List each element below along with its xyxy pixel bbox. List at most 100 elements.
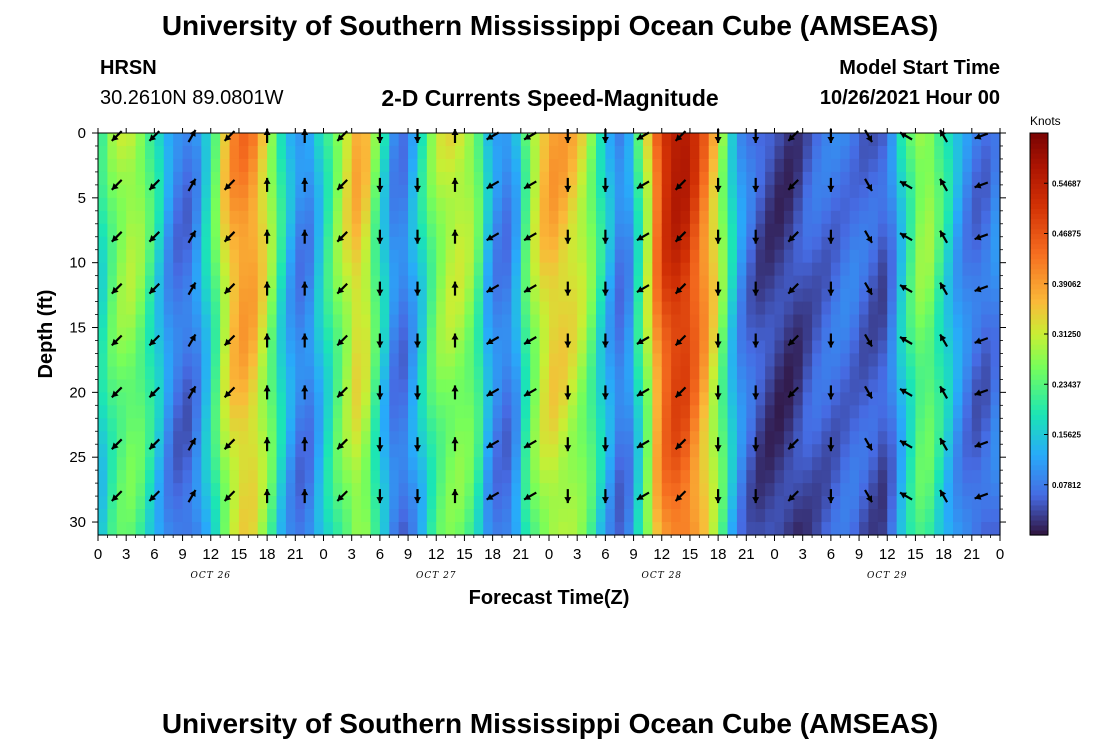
- heatmap-cell: [661, 483, 672, 497]
- heatmap-cell: [830, 184, 841, 199]
- heatmap-cell: [126, 457, 137, 471]
- heatmap-cell: [201, 210, 212, 225]
- heatmap-cell: [144, 457, 155, 471]
- heatmap-cell: [924, 457, 935, 471]
- heatmap-cell: [802, 223, 813, 238]
- heatmap-cell: [783, 275, 794, 290]
- heatmap-cell: [689, 301, 700, 316]
- heatmap-cell: [201, 431, 212, 445]
- heatmap-cell: [220, 418, 231, 432]
- heatmap-cell: [877, 405, 888, 419]
- heatmap-cell: [285, 483, 296, 497]
- heatmap-cell: [417, 171, 428, 186]
- heatmap-cell: [511, 145, 522, 160]
- current-vector-head: [636, 182, 644, 189]
- heatmap-cell: [154, 457, 165, 471]
- heatmap-cell: [436, 418, 447, 432]
- heatmap-cell: [107, 366, 118, 380]
- heatmap-cell: [906, 262, 917, 277]
- heatmap-cell: [332, 301, 343, 316]
- heatmap-cell: [154, 158, 165, 173]
- heatmap-cell: [426, 262, 437, 277]
- heatmap-cell: [755, 522, 766, 536]
- heatmap-cell: [257, 457, 268, 471]
- heatmap-cell: [906, 184, 917, 199]
- heatmap-cell: [567, 353, 578, 368]
- current-vector-head: [788, 390, 796, 398]
- heatmap-cell: [276, 249, 287, 264]
- heatmap-cell: [154, 184, 165, 199]
- heatmap-cell: [191, 249, 202, 264]
- heatmap-cell: [812, 405, 823, 419]
- heatmap-cell: [633, 509, 644, 523]
- heatmap-cell: [915, 275, 926, 290]
- heatmap-cell: [379, 379, 390, 393]
- heatmap-cell: [191, 457, 202, 471]
- heatmap-cell: [342, 509, 353, 523]
- heatmap-cell: [502, 379, 513, 393]
- heatmap-cell: [304, 133, 315, 147]
- heatmap-cell: [774, 444, 785, 458]
- heatmap-cell: [765, 444, 776, 458]
- heatmap-cell: [220, 431, 231, 445]
- heatmap-cell: [267, 327, 278, 342]
- heatmap-cell: [173, 470, 184, 484]
- heatmap-cell: [840, 379, 851, 393]
- heatmap-cell: [417, 470, 428, 484]
- heatmap-cell: [868, 457, 879, 471]
- heatmap-cell: [595, 314, 606, 329]
- heatmap-cell: [765, 223, 776, 238]
- heatmap-cell: [718, 158, 729, 173]
- heatmap-cell: [755, 314, 766, 329]
- heatmap-cell: [934, 158, 945, 173]
- heatmap-cell: [840, 366, 851, 380]
- heatmap-cell: [812, 483, 823, 497]
- heatmap-cell: [577, 496, 588, 510]
- heatmap-cell: [248, 184, 259, 199]
- heatmap-cell: [473, 158, 484, 173]
- heatmap-cell: [821, 301, 832, 316]
- heatmap-cell: [802, 405, 813, 419]
- heatmap-cell: [182, 444, 193, 458]
- heatmap-cell: [718, 431, 729, 445]
- heatmap-cell: [793, 470, 804, 484]
- heatmap-cell: [708, 314, 719, 329]
- heatmap-cell: [558, 171, 569, 186]
- heatmap-cell: [652, 496, 663, 510]
- heatmap-cell: [802, 301, 813, 316]
- heatmap-cell: [708, 431, 719, 445]
- heatmap-cell: [736, 418, 747, 432]
- heatmap-cell: [830, 288, 841, 303]
- heatmap-cell: [595, 353, 606, 368]
- colorbar-segment: [1030, 519, 1048, 526]
- current-vector-head: [865, 443, 872, 451]
- heatmap-cell: [398, 444, 409, 458]
- heatmap-cell: [821, 522, 832, 536]
- heatmap-cell: [896, 236, 907, 251]
- heatmap-cell: [981, 133, 992, 147]
- heatmap-cell: [802, 392, 813, 406]
- heatmap-cell: [295, 223, 306, 238]
- heatmap-cell: [953, 522, 964, 536]
- current-vector-head: [940, 490, 947, 497]
- heatmap-cell: [849, 210, 860, 225]
- heatmap-cell: [793, 444, 804, 458]
- heatmap-cell: [605, 470, 616, 484]
- heatmap-cell: [567, 457, 578, 471]
- heatmap-cell: [943, 418, 954, 432]
- current-vector-head: [263, 489, 271, 496]
- heatmap-cell: [661, 288, 672, 303]
- colorbar-segment: [1030, 318, 1048, 325]
- heatmap-cell: [455, 522, 466, 536]
- current-vector-head: [337, 235, 345, 242]
- current-vector-head: [301, 489, 309, 496]
- heatmap-cell: [295, 366, 306, 380]
- heatmap-cell: [126, 301, 137, 316]
- heatmap-cell: [210, 158, 221, 173]
- heatmap-cell: [267, 158, 278, 173]
- heatmap-cell: [577, 470, 588, 484]
- heatmap-cell: [332, 366, 343, 380]
- heatmap-cell: [530, 327, 541, 342]
- heatmap-cell: [426, 470, 437, 484]
- heatmap-cell: [652, 314, 663, 329]
